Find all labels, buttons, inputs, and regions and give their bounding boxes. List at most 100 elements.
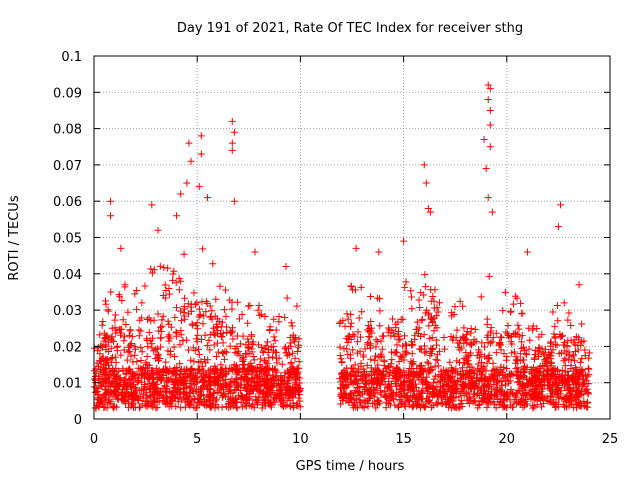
data-point — [204, 194, 212, 202]
data-point — [257, 355, 265, 363]
data-point — [448, 373, 456, 381]
data-point — [572, 364, 580, 372]
data-point — [195, 183, 203, 191]
data-point — [194, 394, 202, 402]
data-point — [430, 327, 438, 335]
data-point — [389, 366, 397, 374]
data-point — [408, 341, 416, 349]
data-point — [452, 403, 460, 411]
data-point — [145, 373, 153, 381]
data-point — [107, 354, 115, 362]
data-point — [509, 371, 517, 379]
data-point — [269, 366, 277, 374]
data-point — [283, 401, 291, 409]
data-point — [223, 348, 231, 356]
data-point — [585, 354, 593, 362]
data-point — [344, 315, 352, 323]
data-point — [400, 237, 408, 245]
data-point — [176, 393, 184, 401]
data-point — [584, 364, 592, 372]
data-point — [361, 345, 369, 353]
data-point — [286, 339, 294, 347]
data-point — [424, 204, 432, 212]
data-point — [578, 338, 586, 346]
data-point — [396, 373, 404, 381]
data-point — [193, 319, 201, 327]
data-point — [117, 329, 125, 337]
data-point — [347, 319, 355, 327]
data-point — [115, 326, 123, 334]
data-point — [269, 343, 277, 351]
data-point — [436, 347, 444, 355]
data-point — [357, 359, 365, 367]
data-point — [338, 395, 346, 403]
data-point — [481, 381, 489, 389]
data-point — [500, 374, 508, 382]
data-point — [345, 398, 353, 406]
data-point — [523, 363, 531, 371]
data-point — [248, 348, 256, 356]
data-point — [453, 326, 461, 334]
data-point — [187, 356, 195, 364]
data-point — [357, 283, 365, 291]
data-point — [487, 327, 495, 335]
data-point — [374, 365, 382, 373]
data-point — [163, 385, 171, 393]
data-point — [396, 353, 404, 361]
data-point — [504, 332, 512, 340]
data-point — [460, 324, 468, 332]
data-point — [128, 392, 136, 400]
data-point — [126, 326, 134, 334]
data-point — [198, 383, 206, 391]
data-point — [100, 361, 108, 369]
data-point — [451, 303, 459, 311]
data-point — [499, 368, 507, 376]
data-point — [263, 365, 271, 373]
data-point — [278, 360, 286, 368]
data-point — [265, 354, 273, 362]
data-point — [427, 403, 435, 411]
data-point — [483, 333, 491, 341]
data-point — [202, 359, 210, 367]
data-point — [540, 350, 548, 358]
data-point — [549, 346, 557, 354]
data-point — [438, 394, 446, 402]
data-point — [127, 340, 135, 348]
data-point — [269, 353, 277, 361]
data-point — [199, 245, 207, 253]
data-point — [564, 367, 572, 375]
data-point — [152, 346, 160, 354]
data-point — [394, 318, 402, 326]
data-point — [337, 385, 345, 393]
data-point — [120, 397, 128, 405]
data-point — [423, 398, 431, 406]
data-point — [472, 377, 480, 385]
data-point — [219, 329, 227, 337]
data-point — [392, 324, 400, 332]
data-point — [554, 317, 562, 325]
data-point — [106, 371, 114, 379]
x-tick-label: 25 — [602, 432, 619, 447]
data-point — [527, 395, 535, 403]
data-point — [401, 283, 409, 291]
data-point — [558, 395, 566, 403]
data-point — [446, 358, 454, 366]
data-point — [486, 85, 494, 93]
data-point — [241, 381, 249, 389]
data-point — [208, 307, 216, 315]
data-point — [358, 308, 366, 316]
data-point — [150, 398, 158, 405]
data-point — [388, 315, 396, 323]
data-point — [202, 381, 210, 389]
data-point — [102, 346, 110, 354]
data-point — [435, 389, 443, 397]
data-point — [420, 291, 428, 299]
data-point — [112, 364, 120, 372]
data-point — [254, 377, 262, 385]
data-point — [208, 401, 216, 409]
data-point — [218, 372, 226, 380]
data-point — [425, 322, 433, 330]
data-point — [226, 296, 234, 304]
data-point — [440, 382, 448, 390]
data-point — [481, 389, 489, 397]
